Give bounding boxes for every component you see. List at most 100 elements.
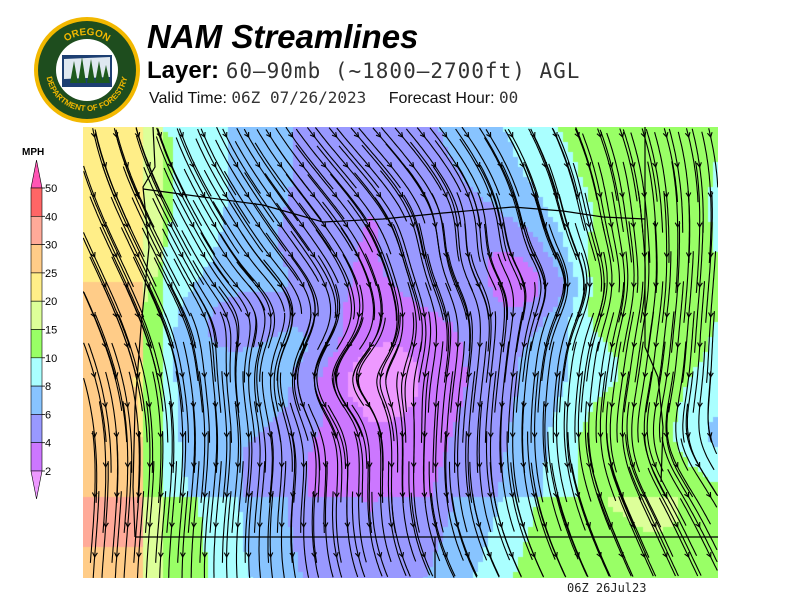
streamline-arrow	[353, 192, 360, 198]
streamline-arrow	[662, 551, 668, 559]
streamline-arrow	[454, 462, 461, 469]
streamline	[408, 461, 431, 576]
streamline-arrow	[477, 342, 483, 349]
streamline-arrow	[102, 462, 109, 469]
streamline-arrow	[378, 372, 385, 379]
streamline	[83, 291, 123, 411]
streamline-arrow	[653, 282, 659, 289]
streamline-arrow	[597, 432, 604, 439]
streamline-arrow	[221, 251, 228, 258]
streamline-arrow	[664, 312, 670, 319]
streamline-arrow	[114, 552, 120, 559]
streamline-arrow	[277, 402, 284, 409]
streamline-arrow	[609, 342, 616, 349]
state-border-idaho	[644, 127, 664, 483]
streamline	[622, 129, 644, 233]
streamline-arrow	[290, 312, 296, 319]
streamline-arrow	[355, 492, 362, 499]
streamline	[590, 464, 634, 577]
colorbar-label: 15	[45, 325, 57, 337]
streamline	[485, 129, 520, 197]
streamline	[385, 143, 442, 261]
colorbar-unit: MPH	[22, 147, 44, 158]
streamline-arrow	[663, 192, 670, 199]
streamline-arrow	[375, 131, 382, 138]
streamline-arrow	[245, 552, 252, 559]
streamline	[203, 491, 211, 578]
colorbar-segment	[30, 414, 43, 443]
streamline-arrow	[530, 551, 536, 559]
streamline	[248, 491, 253, 578]
colorbar-segment	[30, 244, 43, 274]
streamline-arrow	[298, 221, 305, 228]
streamline-arrow	[311, 552, 317, 559]
colorbar-segment	[30, 216, 43, 245]
streamline	[358, 127, 426, 224]
streamline	[535, 494, 566, 577]
streamline-arrow	[146, 462, 153, 469]
streamline-arrow	[287, 191, 294, 198]
streamline-arrow	[310, 431, 317, 439]
streamline-arrow	[608, 222, 614, 229]
streamline-arrow	[365, 281, 372, 289]
streamline-arrow	[520, 462, 527, 469]
streamline-arrow	[265, 191, 272, 198]
streamline	[628, 466, 679, 577]
streamline-arrow	[189, 342, 196, 349]
streamline-arrow	[585, 462, 592, 469]
streamline-arrow	[156, 251, 162, 259]
streamline-arrow	[276, 221, 283, 228]
streamline-arrow	[533, 311, 539, 319]
streamline-arrow	[321, 281, 327, 289]
streamline	[507, 128, 539, 198]
streamline-arrow	[243, 252, 250, 258]
streamline-arrow	[399, 492, 406, 499]
streamline	[379, 170, 432, 291]
streamline	[311, 491, 320, 578]
streamline	[222, 128, 261, 194]
streamline-arrow	[387, 401, 394, 409]
streamline-arrow	[398, 552, 405, 559]
streamline	[566, 341, 577, 473]
streamline-arrow	[245, 372, 252, 379]
streamline-arrow	[619, 432, 626, 439]
streamline-map	[83, 127, 718, 578]
streamline	[264, 173, 339, 284]
logo-top-text: OREGON	[62, 27, 112, 44]
streamline-arrow	[222, 311, 228, 319]
streamline-arrow	[167, 341, 174, 349]
streamline-arrow	[596, 551, 602, 559]
streamline-arrow	[609, 402, 615, 409]
streamline-arrow	[124, 462, 131, 469]
streamline-arrow	[631, 282, 637, 289]
streamline-arrow	[552, 551, 558, 559]
streamline-arrow	[686, 372, 693, 379]
streamline-arrow	[213, 522, 219, 529]
streamline-arrow	[112, 251, 118, 259]
streamline	[440, 311, 452, 443]
streamline-arrow	[587, 342, 594, 349]
streamline	[290, 491, 297, 578]
streamline	[556, 494, 588, 577]
streamline-arrow	[300, 462, 307, 469]
streamline	[98, 401, 107, 533]
streamline	[551, 127, 586, 231]
streamline-arrow	[455, 402, 461, 409]
streamline-arrow	[235, 462, 241, 469]
streamline-arrow	[674, 162, 680, 169]
streamline	[331, 491, 343, 578]
streamline-arrow	[92, 552, 98, 559]
colorbar-max-triangle	[30, 159, 43, 189]
streamline-arrow	[400, 372, 407, 379]
streamline-arrow	[399, 312, 406, 319]
streamline-arrow	[266, 131, 272, 138]
colorbar-segment	[30, 385, 43, 415]
streamline-arrow	[487, 492, 493, 499]
streamline-arrow	[620, 312, 627, 319]
streamline	[493, 493, 522, 577]
streamline-arrow	[421, 312, 427, 319]
streamline-arrow	[651, 521, 657, 529]
streamline-arrow	[201, 432, 208, 439]
colorbar-segment	[30, 272, 43, 302]
streamline-arrow	[442, 191, 448, 199]
